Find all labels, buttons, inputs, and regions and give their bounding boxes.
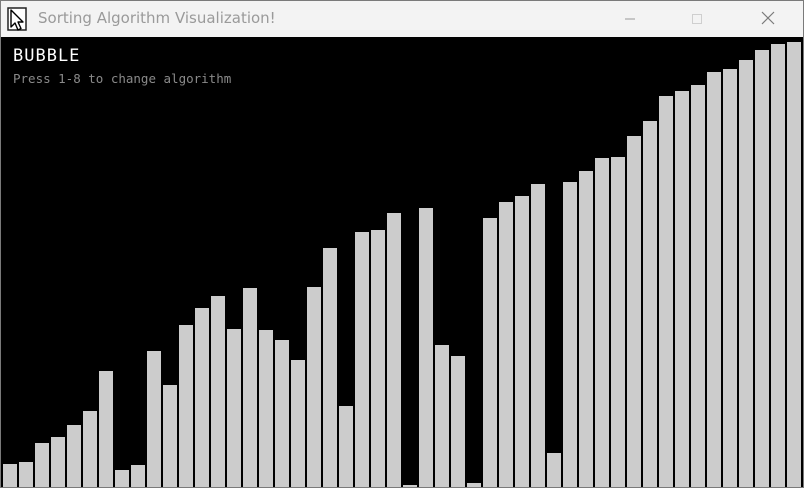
bar bbox=[611, 157, 625, 487]
bar bbox=[627, 136, 641, 487]
maximize-button[interactable] bbox=[674, 1, 720, 37]
bar bbox=[675, 91, 689, 487]
bar bbox=[419, 208, 433, 487]
bar bbox=[227, 329, 241, 487]
bar bbox=[531, 184, 545, 487]
bar bbox=[435, 345, 449, 487]
bar bbox=[595, 158, 609, 487]
bar bbox=[99, 371, 113, 487]
bar bbox=[579, 171, 593, 487]
bar bbox=[499, 202, 513, 487]
bar bbox=[115, 470, 129, 487]
close-icon bbox=[761, 10, 775, 29]
bar bbox=[307, 287, 321, 487]
bar bbox=[243, 288, 257, 487]
minimize-icon bbox=[624, 10, 636, 29]
bar bbox=[403, 485, 417, 487]
bar bbox=[451, 356, 465, 487]
bar bbox=[755, 50, 769, 487]
bar bbox=[643, 121, 657, 487]
title-bar[interactable]: Sorting Algorithm Visualization! bbox=[1, 1, 803, 37]
bar-chart bbox=[2, 38, 803, 487]
bar bbox=[707, 72, 721, 487]
algorithm-name: BUBBLE bbox=[13, 46, 81, 66]
bar bbox=[67, 425, 81, 487]
visualization-canvas[interactable]: BUBBLE Press 1-8 to change algorithm bbox=[2, 38, 803, 487]
bar bbox=[771, 44, 785, 487]
bar bbox=[355, 232, 369, 487]
bar bbox=[659, 96, 673, 487]
bar bbox=[163, 385, 177, 487]
bar bbox=[195, 308, 209, 487]
bar bbox=[691, 85, 705, 487]
bar bbox=[467, 483, 481, 487]
bar bbox=[131, 465, 145, 487]
bar bbox=[787, 42, 801, 487]
bar bbox=[83, 411, 97, 487]
window-title: Sorting Algorithm Visualization! bbox=[38, 9, 276, 27]
bar bbox=[211, 296, 225, 487]
bar bbox=[3, 464, 17, 487]
bar bbox=[51, 437, 65, 487]
bar bbox=[387, 213, 401, 487]
bar bbox=[547, 453, 561, 487]
bar bbox=[563, 182, 577, 487]
bar bbox=[739, 60, 753, 487]
algorithm-hint: Press 1-8 to change algorithm bbox=[13, 71, 232, 86]
bar bbox=[147, 351, 161, 487]
bar bbox=[19, 462, 33, 487]
cursor-app-icon bbox=[7, 7, 29, 33]
bar bbox=[35, 443, 49, 487]
bar bbox=[179, 325, 193, 487]
maximize-icon bbox=[691, 10, 703, 29]
bar bbox=[323, 248, 337, 487]
bar bbox=[723, 69, 737, 487]
bar bbox=[371, 230, 385, 487]
bar bbox=[259, 330, 273, 487]
minimize-button[interactable] bbox=[607, 1, 653, 37]
bar bbox=[483, 218, 497, 487]
close-button[interactable] bbox=[745, 1, 791, 37]
bar bbox=[515, 196, 529, 487]
bar bbox=[291, 360, 305, 487]
bar bbox=[275, 340, 289, 487]
bar bbox=[339, 406, 353, 487]
